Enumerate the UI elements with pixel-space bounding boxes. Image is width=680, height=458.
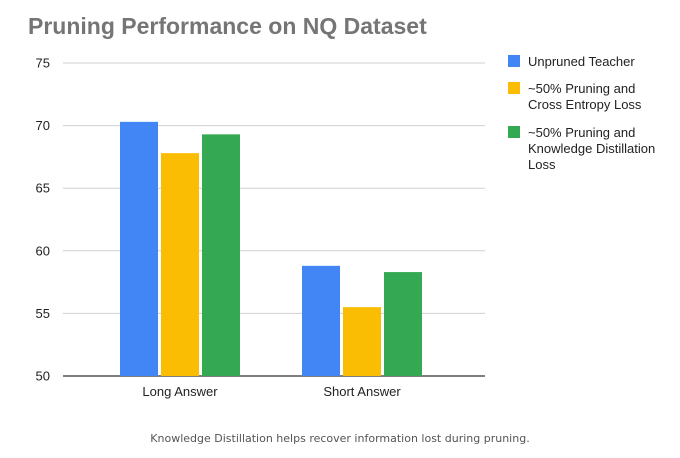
y-tick-label: 70 bbox=[36, 118, 50, 133]
figure-caption: Knowledge Distillation helps recover inf… bbox=[150, 432, 530, 445]
bar bbox=[384, 272, 422, 376]
y-axis-ticks: 50 55 60 65 70 75 bbox=[36, 56, 50, 384]
legend-swatch bbox=[508, 82, 520, 94]
legend-label: Cross Entropy Loss bbox=[528, 97, 642, 112]
bar bbox=[302, 265, 340, 376]
bar bbox=[120, 121, 158, 377]
bars bbox=[120, 121, 422, 377]
bar bbox=[343, 307, 381, 376]
legend-label: ~50% Pruning and bbox=[528, 81, 635, 96]
chart-title: Pruning Performance on NQ Dataset bbox=[28, 13, 427, 39]
legend-swatch bbox=[508, 126, 520, 138]
legend-swatch bbox=[508, 55, 520, 67]
y-tick-label: 75 bbox=[36, 56, 50, 71]
y-tick-label: 50 bbox=[36, 369, 50, 384]
y-tick-label: 65 bbox=[36, 181, 50, 196]
bar bbox=[161, 153, 199, 376]
legend-label: Loss bbox=[528, 157, 556, 172]
legend-label: Unpruned Teacher bbox=[528, 54, 635, 69]
x-tick-label: Long Answer bbox=[142, 384, 218, 399]
x-tick-label: Short Answer bbox=[323, 384, 401, 399]
legend-label: Knowledge Distillation bbox=[528, 141, 655, 156]
legend-label: ~50% Pruning and bbox=[528, 125, 635, 140]
y-tick-label: 60 bbox=[36, 243, 50, 258]
x-axis-ticks: Long Answer Short Answer bbox=[142, 384, 401, 399]
bar bbox=[202, 134, 240, 376]
y-tick-label: 55 bbox=[36, 306, 50, 321]
